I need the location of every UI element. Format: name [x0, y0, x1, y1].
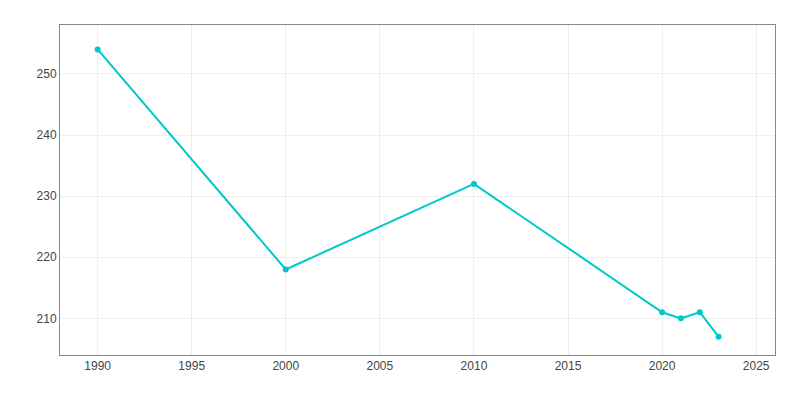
- svg-text:2020: 2020: [649, 359, 676, 373]
- svg-text:1990: 1990: [84, 359, 111, 373]
- svg-text:2010: 2010: [461, 359, 488, 373]
- svg-text:220: 220: [37, 250, 57, 264]
- svg-text:240: 240: [37, 128, 57, 142]
- svg-text:2025: 2025: [743, 359, 770, 373]
- svg-text:1995: 1995: [178, 359, 205, 373]
- svg-text:250: 250: [37, 67, 57, 81]
- svg-text:210: 210: [37, 312, 57, 326]
- svg-text:230: 230: [37, 189, 57, 203]
- svg-text:2000: 2000: [272, 359, 299, 373]
- svg-text:2005: 2005: [367, 359, 394, 373]
- svg-text:2015: 2015: [555, 359, 582, 373]
